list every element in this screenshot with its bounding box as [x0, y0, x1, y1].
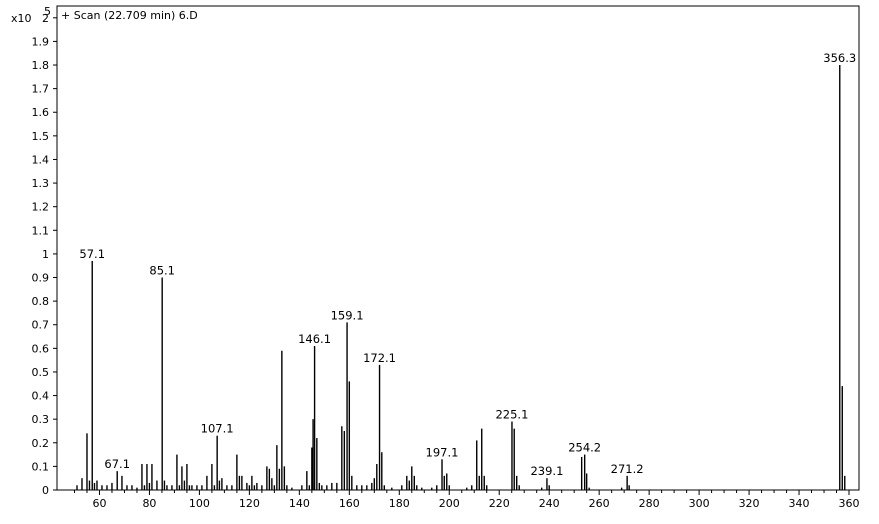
x-tick-label: 80 [142, 497, 156, 510]
y-multiplier-base: x10 [11, 12, 32, 25]
y-tick-label: 0.5 [32, 366, 50, 379]
y-tick-label: 1.6 [32, 106, 50, 119]
peak-label: 172.1 [363, 351, 396, 365]
peak-label: 57.1 [79, 247, 105, 261]
x-tick-label: 200 [439, 497, 460, 510]
peak-label: 239.1 [530, 464, 563, 478]
x-tick-label: 220 [489, 497, 510, 510]
plot-frame [56, 5, 860, 491]
chart-title: + Scan (22.709 min) 6.D [61, 9, 198, 22]
peak-label: 356.3 [823, 51, 856, 65]
x-tick-label: 280 [639, 497, 660, 510]
y-multiplier-exponent: 5 [44, 5, 51, 18]
x-tick-label: 240 [539, 497, 560, 510]
y-tick-label: 0.1 [32, 460, 50, 473]
y-tick-label: 0.3 [32, 413, 50, 426]
peak-label: 225.1 [495, 408, 528, 422]
x-tick-label: 60 [92, 497, 106, 510]
y-tick-label: 1.3 [32, 177, 50, 190]
y-tick-label: 1.7 [32, 83, 50, 96]
x-tick-label: 160 [339, 497, 360, 510]
x-tick-label: 140 [289, 497, 310, 510]
x-tick-label: 300 [689, 497, 710, 510]
x-tick-label: 260 [589, 497, 610, 510]
y-axis-multiplier: x10 5 [11, 5, 51, 25]
x-tick-label: 320 [739, 497, 760, 510]
y-tick-label: 2 [42, 12, 49, 25]
x-tick-label: 100 [189, 497, 210, 510]
y-tick-label: 0.6 [32, 342, 50, 355]
y-tick-label: 1.1 [32, 224, 50, 237]
y-tick-label: 0.9 [32, 272, 50, 285]
peak-label: 271.2 [611, 462, 644, 476]
peak-label: 254.2 [568, 441, 601, 455]
peak-label: 107.1 [201, 422, 234, 436]
y-axis: 0 0.1 0.2 0.3 0.4 0.5 0.6 0.7 0.8 0.9 1 1.1 1.2 1.3 1.… [32, 12, 57, 497]
x-tick-label: 340 [789, 497, 810, 510]
peak-label: 146.1 [298, 332, 331, 346]
y-tick-label: 1.2 [32, 201, 50, 214]
x-tick-label: 120 [239, 497, 260, 510]
y-tick-label: 1.5 [32, 130, 50, 143]
y-tick-label: 0.4 [32, 390, 50, 403]
peak-label: 67.1 [104, 457, 130, 471]
y-tick-label: 0.7 [32, 319, 50, 332]
y-tick-label: 1.9 [32, 35, 50, 48]
x-tick-label: 180 [389, 497, 410, 510]
peaks [76, 65, 846, 490]
peak-label: 85.1 [149, 264, 175, 278]
x-tick-label: 360 [839, 497, 860, 510]
y-tick-label: 0.8 [32, 295, 50, 308]
peak-label: 197.1 [426, 445, 459, 459]
y-tick-label: 1.4 [32, 153, 50, 166]
x-axis: 60 80 100 120 140 160 180 200 220 240 260 280 300 320… [73, 490, 860, 510]
y-tick-label: 1.8 [32, 59, 50, 72]
y-tick-label: 0.2 [32, 437, 50, 450]
y-tick-label: 1 [42, 248, 49, 261]
peak-label: 159.1 [331, 308, 364, 322]
y-tick-label: 0 [42, 484, 49, 497]
